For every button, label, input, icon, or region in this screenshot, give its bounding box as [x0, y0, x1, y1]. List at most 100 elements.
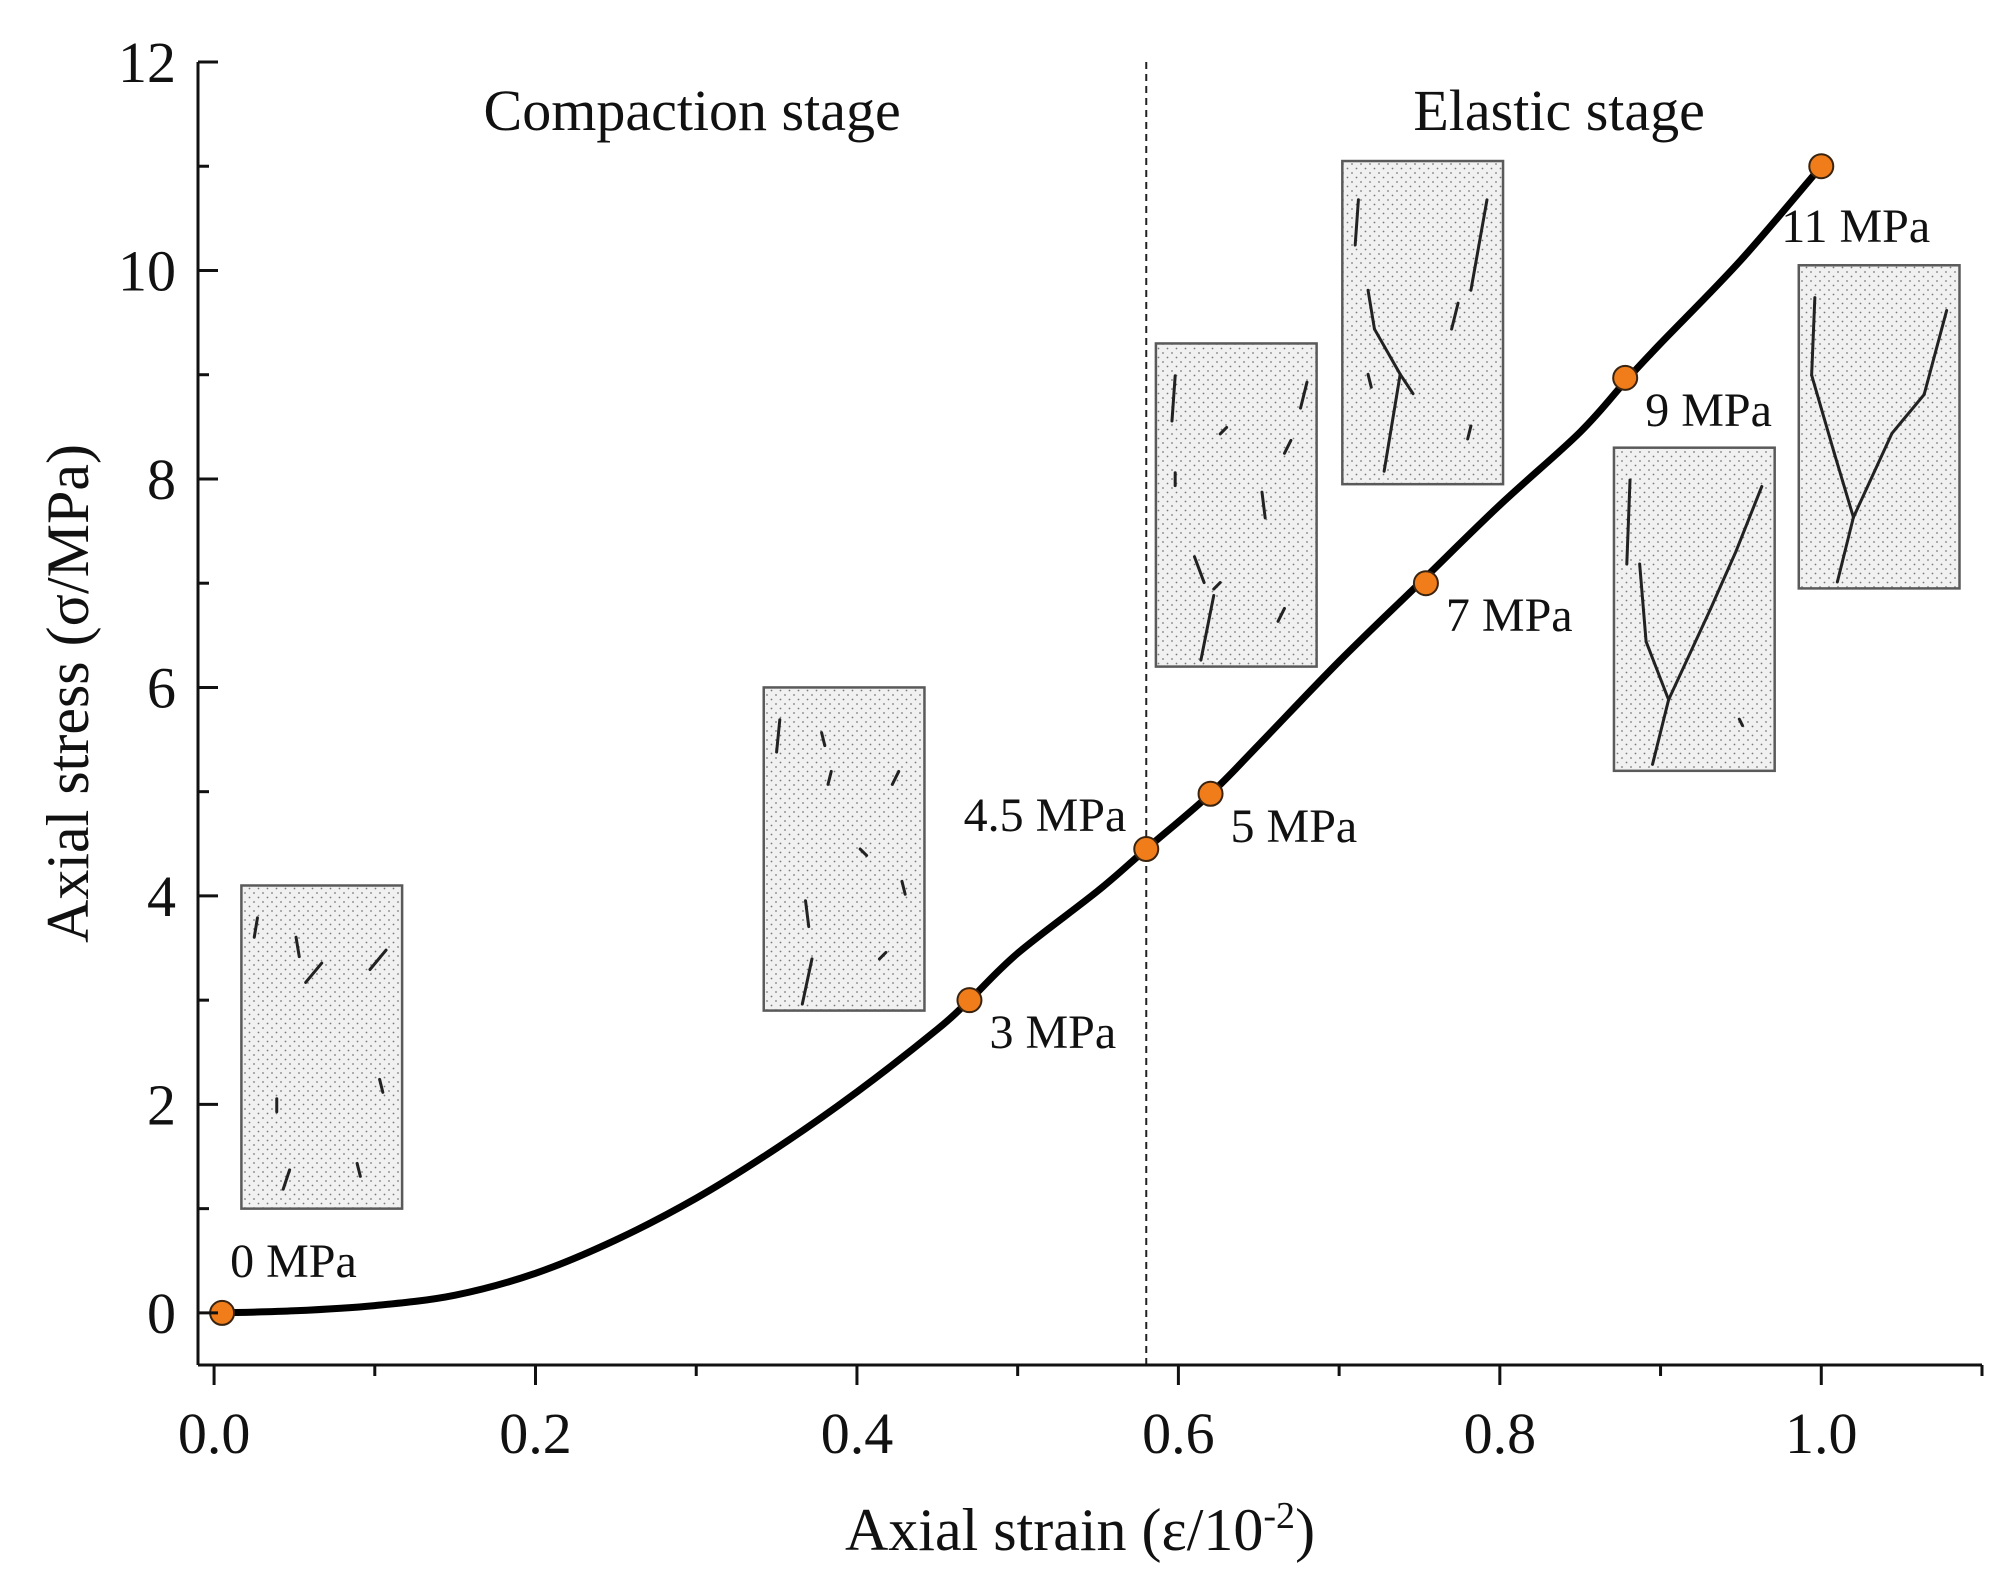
specimen-5mpa [1154, 342, 1318, 668]
specimen-3mpa-crack [890, 769, 901, 786]
specimen-7mpa-crack [1353, 198, 1360, 247]
y-tick-label: 10 [118, 238, 176, 303]
specimen-5mpa-crack [1212, 581, 1222, 591]
point-label-4: 7 MPa [1446, 589, 1573, 642]
specimen-7mpa-crack [1382, 372, 1402, 473]
specimen-9mpa-crack [1625, 478, 1632, 566]
specimen-7mpa-crack [1450, 301, 1460, 331]
data-point-5 [1612, 364, 1639, 391]
specimen-7mpa-crack [1366, 372, 1373, 389]
specimen-9mpa-crack [1667, 607, 1712, 702]
specimen-7mpa-crack [1366, 288, 1376, 331]
specimen-9mpa [1612, 446, 1776, 773]
point-label-group: 0 MPa 3 MPa 4.5 MPa 5 MPa 7 MPa 9 MPa 11 MPa [230, 200, 1930, 1288]
marker-group [209, 153, 1835, 1326]
specimen-group [240, 159, 1961, 1210]
specimen-11mpa-crack [1922, 309, 1949, 397]
specimen-5mpa-frame [1154, 342, 1318, 668]
specimen-3mpa-crack [826, 769, 833, 786]
point-label-0: 0 MPa [230, 1235, 357, 1288]
specimen-3mpa-crack [858, 847, 869, 857]
specimen-9mpa-frame [1612, 446, 1776, 773]
data-point-3 [1197, 780, 1224, 807]
x-tick-label: 0.6 [1142, 1401, 1215, 1466]
specimen-11mpa-crack [1810, 296, 1817, 377]
specimen-0mpa-crack [252, 916, 259, 939]
specimen-5mpa-crack [1170, 374, 1177, 423]
specimen-9mpa-crack [1651, 698, 1671, 766]
specimen-11mpa [1797, 264, 1961, 590]
specimen-5mpa-crack [1282, 438, 1293, 455]
point-label-2: 4.5 MPa [964, 789, 1127, 842]
x-tick-label: 0.4 [821, 1401, 894, 1466]
specimen-11mpa-crack [1832, 451, 1855, 519]
point-label-6: 11 MPa [1781, 200, 1930, 253]
data-point-4 [1412, 570, 1439, 597]
specimen-5mpa-crack [1218, 425, 1229, 436]
specimen-7mpa [1341, 159, 1505, 486]
specimen-3mpa-crack [804, 899, 811, 929]
specimen-11mpa-crack [1851, 431, 1894, 519]
specimen-5mpa-crack [1299, 380, 1309, 410]
point-label-3: 5 MPa [1231, 800, 1358, 853]
specimen-7mpa-crack [1469, 198, 1489, 292]
specimen-11mpa-frame [1797, 264, 1961, 590]
specimen-3mpa-crack [820, 731, 827, 748]
specimen-3mpa-crack [775, 718, 782, 754]
specimen-11mpa-crack [1835, 515, 1855, 584]
specimen-11mpa-crack [1810, 373, 1836, 455]
specimen-0mpa-crack [378, 1077, 385, 1094]
specimen-7mpa-crack [1398, 372, 1415, 396]
y-tick-label: 2 [147, 1072, 176, 1137]
y-tick-label: 6 [147, 655, 176, 720]
specimen-5mpa-crack [1276, 606, 1286, 623]
specimen-9mpa-crack [1708, 549, 1738, 611]
specimen-0mpa-crack [281, 1168, 292, 1191]
data-point-2 [1133, 836, 1160, 863]
specimen-0mpa-crack [368, 948, 388, 972]
data-point-1 [956, 987, 983, 1014]
x-axis-title: Axial strain (ε/10-2) [845, 1495, 1315, 1563]
specimen-9mpa-crack [1644, 640, 1671, 702]
specimen-9mpa-crack [1638, 562, 1648, 644]
specimen-3mpa-crack [900, 879, 907, 896]
specimen-0mpa-crack [355, 1161, 362, 1178]
specimen-5mpa-crack [1199, 594, 1216, 662]
x-tick-label: 1.0 [1785, 1401, 1858, 1466]
data-point-6 [1808, 153, 1835, 180]
specimen-9mpa-crack [1734, 484, 1764, 553]
stress-strain-curve [218, 162, 1825, 1317]
stage-label-elastic: Elastic stage [1413, 78, 1705, 143]
specimen-0mpa-frame [240, 884, 404, 1210]
specimen-5mpa-crack [1192, 555, 1206, 585]
specimen-3mpa [762, 686, 926, 1012]
specimen-7mpa-crack [1372, 327, 1402, 376]
x-tick-label: 0.2 [499, 1401, 572, 1466]
specimen-3mpa-crack [877, 950, 888, 961]
specimen-0mpa-crack [304, 961, 324, 984]
specimen-9mpa-crack [1737, 717, 1745, 728]
specimen-7mpa-frame [1341, 159, 1505, 486]
x-tick-label: 0.0 [178, 1401, 251, 1466]
x-axis-title-sup: -2 [1263, 1495, 1295, 1537]
point-label-1: 3 MPa [989, 1006, 1116, 1059]
x-tick-label: 0.8 [1464, 1401, 1537, 1466]
point-label-5: 9 MPa [1645, 384, 1772, 437]
y-tick-label: 12 [118, 30, 176, 95]
specimen-5mpa-crack [1260, 490, 1267, 520]
specimen-3mpa-frame [762, 686, 926, 1012]
x-axis-title-end: ) [1295, 1497, 1315, 1563]
specimen-3mpa-crack [800, 957, 814, 1006]
y-axis-title: Axial stress (σ/MPa) [35, 444, 101, 943]
x-axis-title-main: Axial strain (ε/10 [845, 1497, 1263, 1563]
stage-label-compaction: Compaction stage [484, 78, 901, 143]
specimen-11mpa-crack [1890, 393, 1926, 435]
specimen-0mpa [240, 884, 404, 1210]
specimen-0mpa-crack [294, 935, 301, 959]
curve-group [218, 162, 1825, 1317]
axes-group: 0 2 4 6 8 10 12 0.0 0.2 0.4 0.6 0.8 1.0 [118, 30, 1984, 1466]
y-tick-label: 4 [147, 864, 176, 929]
y-tick-label: 0 [147, 1281, 176, 1346]
specimen-7mpa-crack [1466, 424, 1473, 441]
